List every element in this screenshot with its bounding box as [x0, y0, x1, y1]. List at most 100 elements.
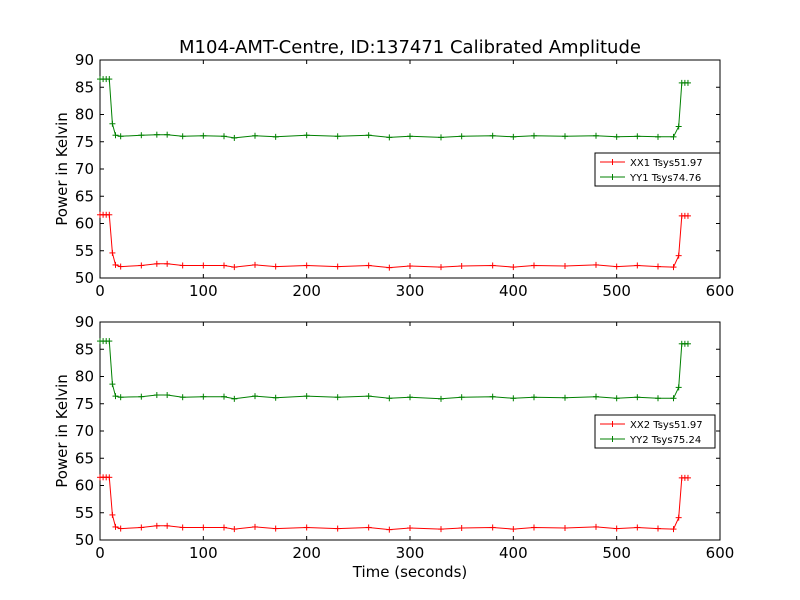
bottom-y-tick-label: 55: [75, 504, 94, 522]
top-y-tick-label: 80: [75, 106, 94, 124]
top-x-tick-label: 0: [95, 282, 105, 300]
top-series-1-point: [670, 133, 677, 140]
top-series-0-point: [109, 249, 116, 256]
top-series-0-point: [200, 262, 207, 269]
bottom-series-1-point: [634, 394, 641, 401]
top-plot-panel: 0 100 200 300 400 500 600 50 55 60 65 70 75 80 85 90 Po…: [53, 51, 734, 300]
bottom-series-0-point: [106, 474, 113, 481]
bottom-y-tick-label: 75: [75, 395, 94, 413]
bottom-legend-label-xx2: XX2 Tsys51.97: [630, 420, 703, 431]
bottom-series-1-point: [112, 393, 119, 400]
top-series-1-point: [272, 133, 279, 140]
bottom-series-0-point: [438, 526, 444, 533]
bottom-x-tick-label: 300: [396, 544, 425, 562]
top-series-0-point: [117, 263, 124, 270]
top-series-1-point: [562, 133, 568, 140]
top-series-1-point: [489, 132, 496, 139]
bottom-x-tick-label: 600: [706, 544, 735, 562]
top-series-1-point: [458, 133, 465, 140]
top-series-0-point: [593, 261, 599, 268]
bottom-series-0-point: [303, 524, 310, 531]
bottom-y-tick-label: 50: [75, 531, 94, 549]
bottom-series-1-point: [438, 395, 444, 402]
top-series-1-point: [106, 76, 113, 83]
top-series-0-point: [489, 262, 496, 269]
top-y-tick-label: 90: [75, 51, 94, 69]
bottom-series-1-point: [531, 394, 537, 401]
bottom-legend: XX2 Tsys51.97 YY2 Tsys75.24: [594, 414, 716, 449]
bottom-series-0-point: [138, 524, 145, 531]
bottom-series-1-point: [684, 340, 691, 347]
bottom-series-0-point: [670, 526, 677, 533]
bottom-series-0-point: [531, 524, 537, 531]
bottom-series-0-point: [562, 525, 568, 532]
bottom-series-1-point: [613, 395, 620, 402]
top-series-0-point: [303, 262, 310, 269]
top-series-1-point: [221, 133, 227, 140]
top-legend-label-xx1: XX1 Tsys51.97: [630, 158, 703, 169]
top-series-0-point: [231, 264, 238, 271]
bottom-y-tick-label: 60: [75, 477, 94, 495]
bottom-series-1-point: [200, 393, 207, 400]
top-y-tick-label: 55: [75, 242, 94, 260]
bottom-x-tick-label: 200: [292, 544, 321, 562]
bottom-series-1-point: [221, 393, 227, 400]
top-series-1-point: [252, 132, 258, 139]
bottom-y-tick-label: 65: [75, 449, 94, 467]
top-series-0-point: [670, 264, 677, 271]
bottom-y-tick-label: 70: [75, 422, 94, 440]
top-series-0-point: [272, 263, 279, 270]
bottom-series-0-point: [489, 524, 496, 531]
top-series-1-point: [334, 133, 341, 140]
bottom-series-1-point: [138, 393, 145, 400]
bottom-series-0-point: [407, 525, 413, 532]
top-series-1-point: [613, 133, 620, 140]
bottom-x-tick-label: 0: [95, 544, 105, 562]
top-legend-label-yy1: YY1 Tsys74.76: [629, 173, 701, 184]
top-series-0-point: [634, 262, 641, 269]
bottom-series-0-point: [655, 525, 661, 532]
top-x-tick-label: 400: [499, 282, 528, 300]
top-x-tick-label: 300: [396, 282, 425, 300]
top-series-1-point: [117, 133, 124, 140]
bottom-series-0-point: [117, 525, 124, 532]
top-series-0-point: [562, 263, 568, 270]
bottom-series-0-point: [112, 523, 119, 530]
top-series-1-point: [109, 120, 116, 127]
bottom-series-1-point: [164, 392, 171, 399]
bottom-series-0-point: [153, 522, 160, 529]
top-series-0-point: [458, 263, 465, 270]
top-series-1-point: [303, 132, 310, 139]
bottom-series-1-point: [153, 392, 160, 399]
bottom-series-1-point: [675, 384, 682, 391]
top-legend: XX1 Tsys51.97 YY1 Tsys74.76: [594, 152, 721, 187]
top-legend-box: [594, 152, 721, 187]
bottom-series-0-point: [510, 526, 517, 533]
bottom-y-axis-label: Power in Kelvin: [53, 374, 71, 488]
top-series-0-point: [221, 262, 227, 269]
top-y-tick-label: 70: [75, 160, 94, 178]
bottom-y-tick-label: 80: [75, 368, 94, 386]
top-series-1-point: [231, 134, 238, 141]
bottom-x-tick-label: 500: [602, 544, 631, 562]
top-series-1-point: [386, 134, 393, 141]
bottom-series-1-point: [593, 393, 599, 400]
chart-title: M104-AMT-Centre, ID:137471 Calibrated Am…: [179, 37, 641, 58]
top-series-1-point: [164, 131, 171, 138]
top-series-0-point: [684, 212, 691, 219]
top-series-1-point: [438, 134, 444, 141]
top-series-1-point: [510, 133, 517, 140]
bottom-series-1-point: [407, 394, 413, 401]
top-series-1-point: [675, 123, 682, 130]
bottom-y-tick-label: 90: [75, 313, 94, 331]
bottom-series-0-point: [179, 524, 186, 531]
top-y-tick-label: 50: [75, 269, 94, 287]
bottom-series-1-point: [386, 395, 393, 402]
bottom-series-1-point: [334, 394, 341, 401]
top-x-tick-label: 200: [292, 282, 321, 300]
top-y-tick-label: 85: [75, 78, 94, 96]
top-series-0-point: [655, 263, 661, 270]
bottom-series-0-point: [231, 526, 238, 533]
bottom-series-1-point: [106, 338, 113, 345]
top-series-0-point: [164, 260, 171, 267]
